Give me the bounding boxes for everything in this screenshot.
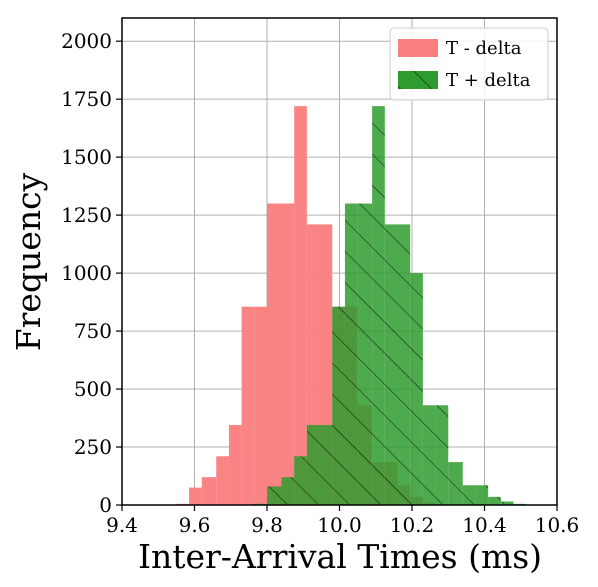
y-tick-label: 1000 [61, 261, 112, 285]
y-tick-label: 1250 [61, 203, 112, 227]
histogram-bar-hatch [372, 106, 385, 505]
x-axis-title: Inter-Arrival Times (ms) [138, 537, 542, 576]
x-tick-label: 10.2 [390, 513, 435, 537]
y-tick-label: 0 [99, 493, 112, 517]
x-axis-ticks: 9.4 9.6 9.8 10.0 10.2 10.4 10.6 [106, 505, 579, 537]
y-axis-ticks: 0 250 500 750 1000 1250 1500 1750 2000 [61, 29, 122, 517]
histogram-bar-hatch [294, 456, 307, 505]
legend-swatch-hatch [398, 71, 438, 89]
histogram-bar-hatch [448, 462, 463, 505]
histogram-bar-hatch [357, 203, 373, 505]
histogram-bar [241, 306, 255, 505]
x-tick-label: 9.6 [179, 513, 211, 537]
histogram-bar [201, 477, 217, 505]
y-tick-label: 750 [74, 319, 112, 343]
histogram-bar [228, 424, 242, 505]
y-tick-label: 250 [74, 435, 112, 459]
legend-swatch-t-minus-delta [398, 39, 438, 57]
histogram-bar-hatch [306, 424, 320, 505]
histogram-bar-hatch [384, 224, 398, 505]
histogram-bar [254, 306, 267, 505]
x-tick-label: 9.8 [251, 513, 283, 537]
histogram-bar [294, 106, 307, 505]
y-tick-label: 1500 [61, 145, 112, 169]
legend: T - delta T + delta [389, 27, 549, 101]
histogram-bar-hatch [475, 485, 489, 505]
x-tick-label: 10.0 [317, 513, 362, 537]
y-tick-label: 1750 [61, 87, 112, 111]
histogram-bar-hatch [422, 405, 436, 505]
legend-label-t-plus-delta: T + delta [446, 70, 531, 91]
histogram-bar-hatch [410, 273, 423, 505]
histogram-bar [216, 456, 229, 505]
histogram-bar [281, 203, 295, 505]
x-tick-label: 10.4 [462, 513, 507, 537]
series-1 [254, 106, 527, 505]
histogram-bar [189, 487, 202, 505]
x-tick-label: 10.6 [535, 513, 580, 537]
histogram-bar-hatch [435, 405, 449, 505]
y-tick-label: 500 [74, 377, 112, 401]
histogram-bar-hatch [267, 486, 282, 505]
histogram-bar-hatch [319, 424, 333, 505]
histogram-bar-hatch [500, 501, 514, 505]
y-tick-label: 2000 [61, 29, 112, 53]
histogram-bar [267, 203, 282, 505]
histogram-bar-hatch [332, 306, 345, 505]
histogram-bar-hatch [344, 203, 358, 505]
histogram-bar-hatch [462, 485, 476, 505]
x-tick-label: 9.4 [106, 513, 138, 537]
legend-label-t-minus-delta: T - delta [446, 38, 522, 59]
y-axis-title: Frequency [9, 172, 48, 351]
histogram-bar-hatch [281, 477, 295, 505]
bars [176, 106, 527, 505]
histogram-bar-hatch [488, 496, 501, 505]
histogram-bar-hatch [397, 224, 411, 505]
